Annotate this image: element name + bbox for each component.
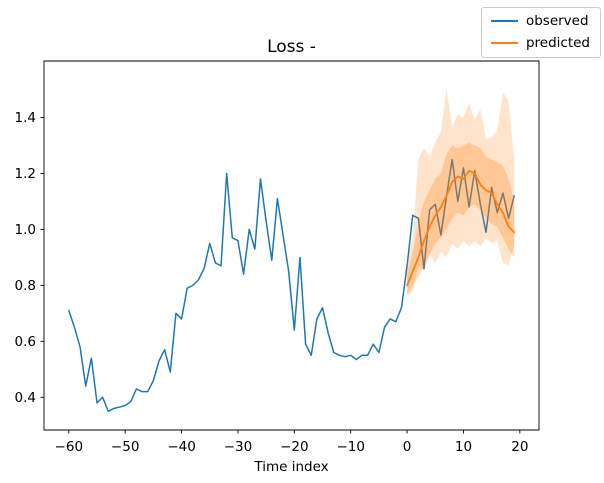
predicted-outer-band	[407, 89, 515, 297]
y-tick-label: 0.8	[15, 278, 36, 294]
predicted-inner-band	[407, 142, 515, 294]
y-tick-label: 1.2	[15, 166, 36, 182]
y-tick-label: 1.4	[15, 110, 36, 126]
y-tick-label: 0.6	[15, 334, 36, 350]
axes-spines	[43, 60, 540, 431]
x-tick-label: −30	[224, 439, 253, 455]
x-tick-label: 0	[403, 439, 412, 455]
legend-entry-observed: observed	[490, 13, 590, 29]
x-axis-label: Time index	[254, 459, 329, 475]
predicted-line	[406, 169, 516, 287]
legend-label-predicted: predicted	[525, 34, 590, 51]
x-tick-label: −50	[111, 439, 140, 455]
legend: observed predicted	[480, 7, 601, 58]
y-tick-label: 0.4	[15, 390, 36, 406]
legend-label-observed: observed	[525, 13, 589, 29]
x-tick-label: −40	[167, 439, 196, 455]
x-tick-label: −10	[336, 439, 365, 455]
x-tick-label: 10	[455, 439, 472, 455]
chart-title: Loss -	[267, 37, 316, 57]
x-tick-label: 20	[511, 439, 528, 455]
legend-entry-predicted: predicted	[490, 34, 590, 51]
y-tick-label: 1.0	[15, 222, 36, 238]
legend-line-predicted-swatch	[490, 42, 518, 45]
observed-line	[68, 158, 515, 413]
legend-line-observed-swatch	[490, 20, 518, 23]
x-tick-label: −60	[55, 439, 84, 455]
x-tick-label: −20	[280, 439, 309, 455]
